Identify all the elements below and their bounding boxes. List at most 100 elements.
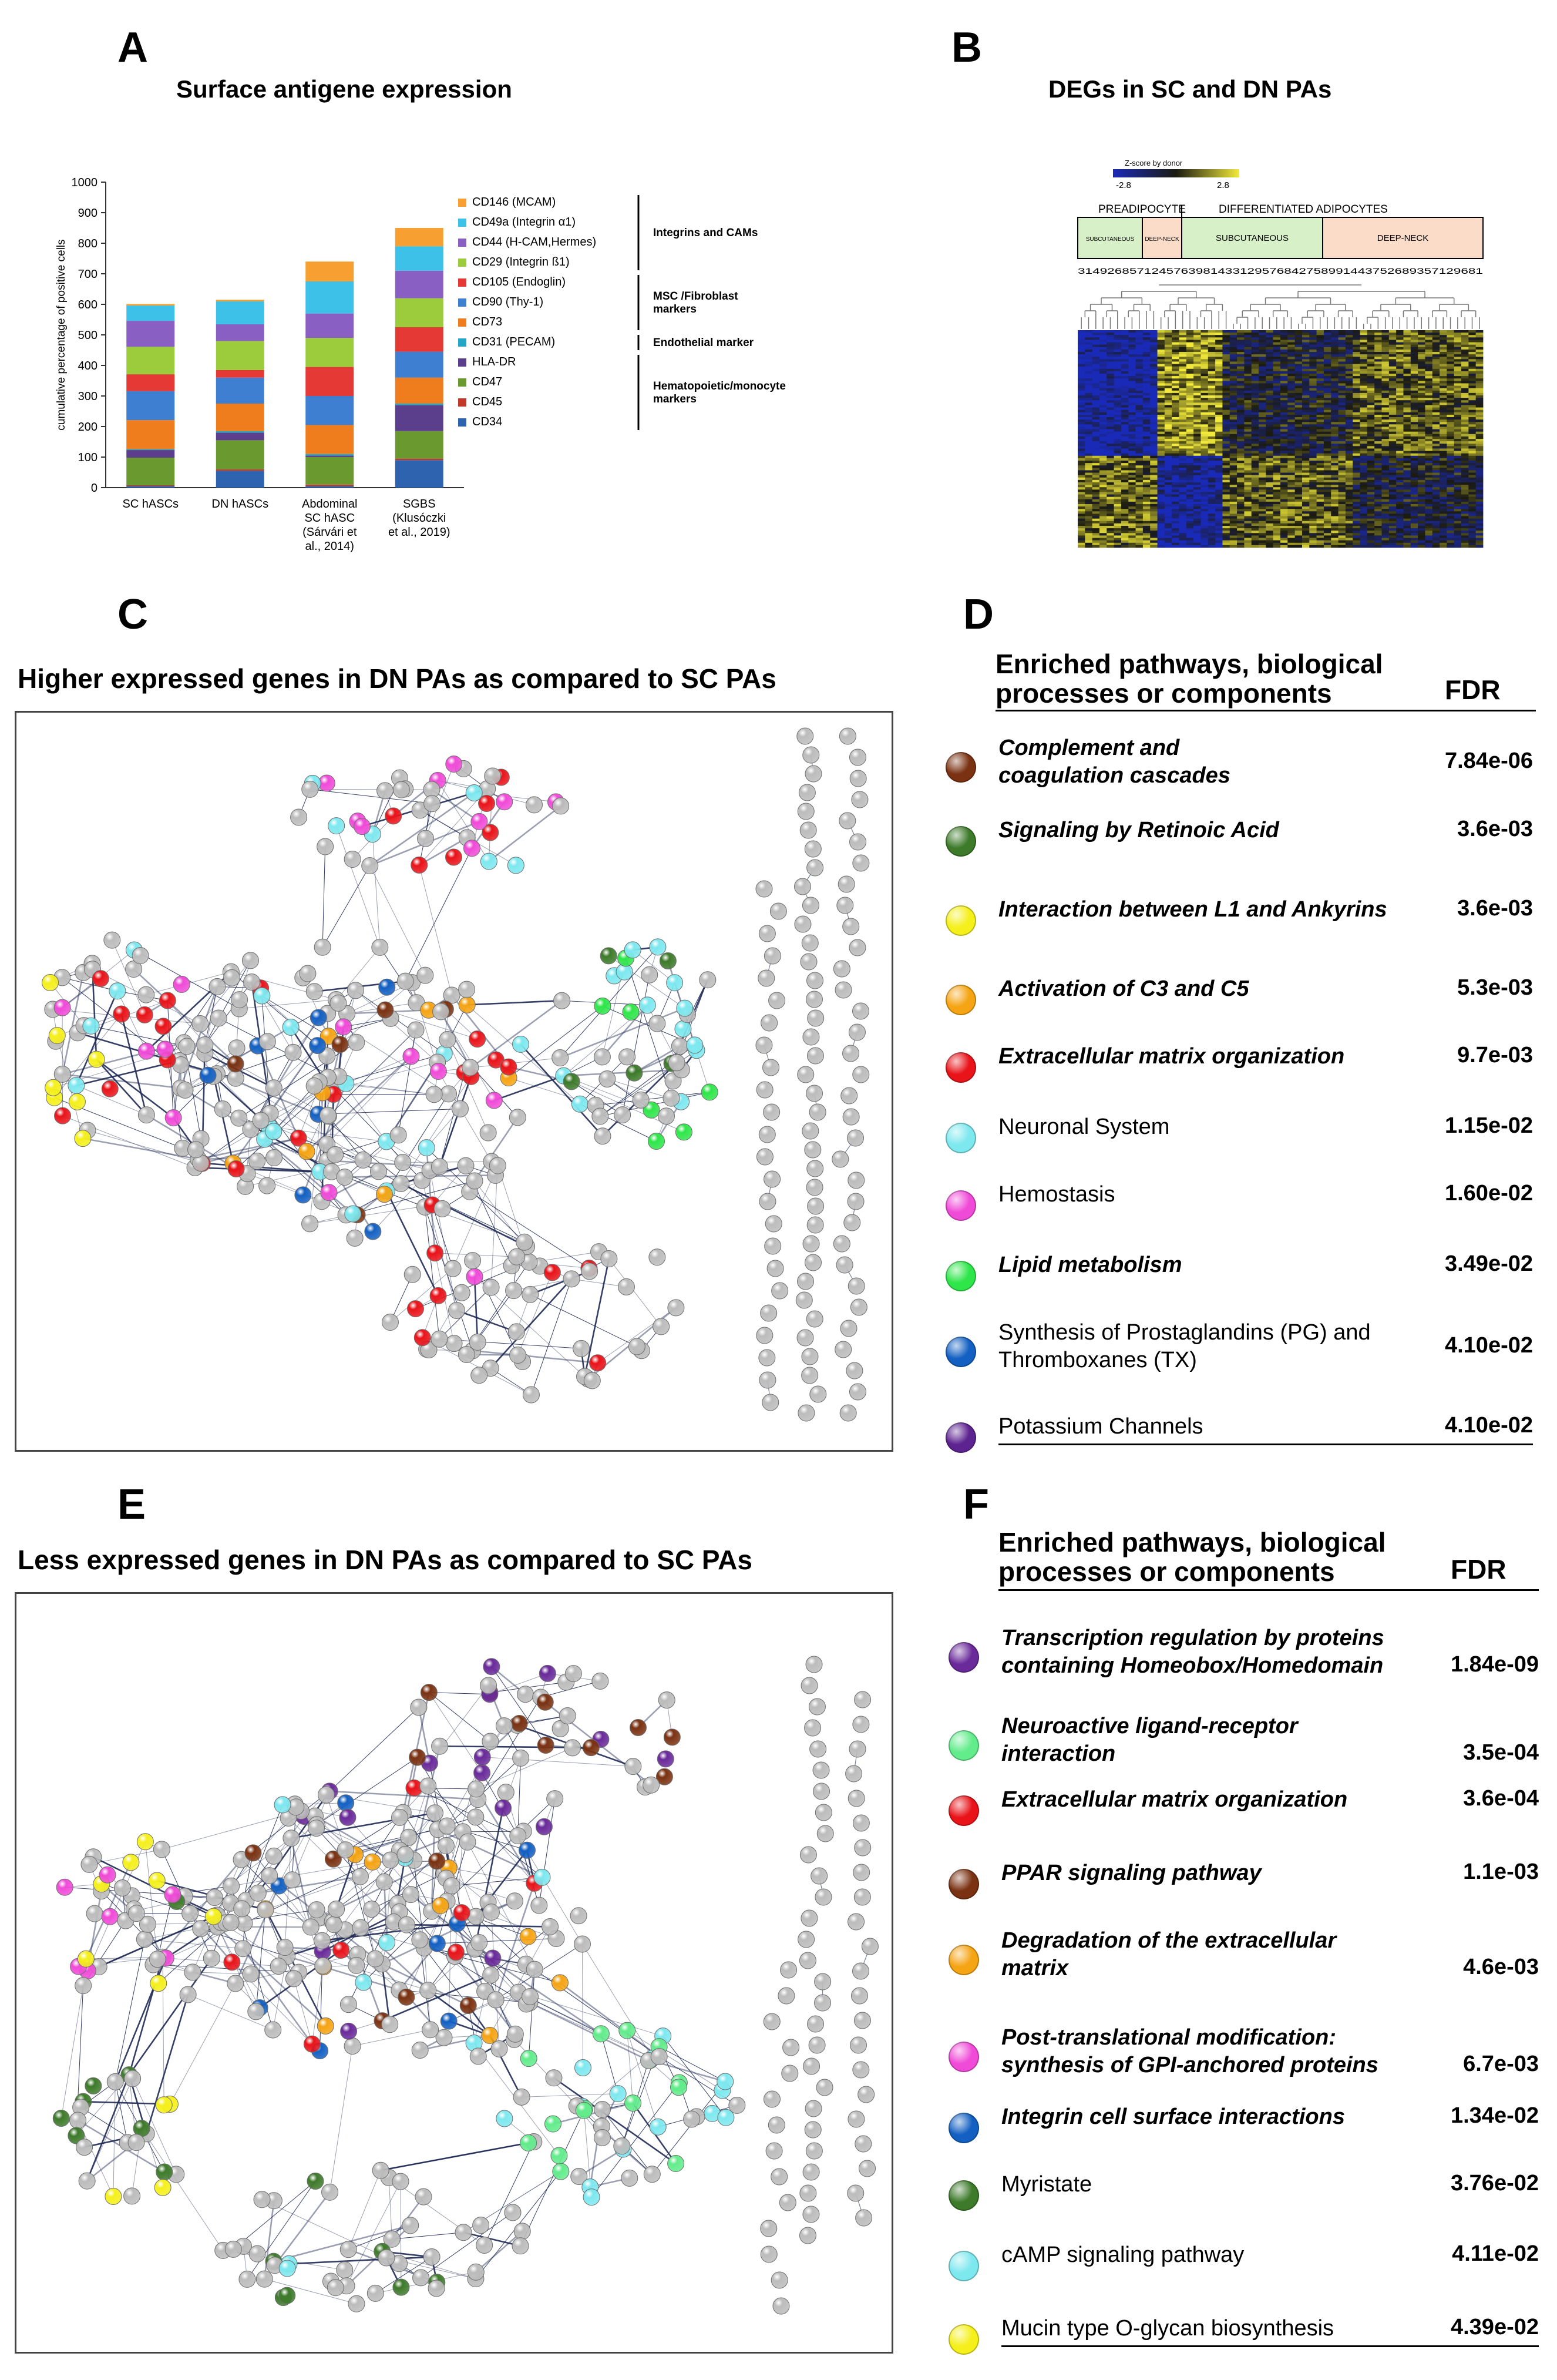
- gene-node: [683, 2110, 701, 2128]
- gene-node: [768, 2116, 785, 2134]
- gene-node: [113, 1879, 131, 1897]
- x-tick-label: al., 2014): [305, 540, 354, 553]
- gene-node: [378, 978, 396, 996]
- gene-node: [92, 970, 109, 988]
- gene-node: [444, 1260, 462, 1277]
- pathway-table-f: Enriched pathways, biological processes …: [928, 1528, 1545, 2368]
- gene-node: [628, 1338, 645, 1355]
- gene-node: [768, 992, 786, 1009]
- gene-node: [348, 2295, 365, 2312]
- gene-node: [852, 854, 870, 872]
- gene-node: [363, 1901, 381, 1918]
- bar-segment: [305, 486, 354, 488]
- gene-node: [440, 2012, 458, 2030]
- gene-node: [833, 1235, 850, 1253]
- pathway-fdr: 1.60e-02: [1444, 1181, 1533, 1206]
- gene-node: [303, 2035, 321, 2053]
- gene-node: [155, 2096, 173, 2114]
- colorbar-min: -2.8: [1116, 180, 1131, 190]
- gene-node: [451, 1100, 469, 1117]
- gene-node: [648, 1248, 666, 1266]
- gene-node: [258, 1177, 276, 1194]
- gene-node: [799, 2184, 817, 2202]
- gene-node: [85, 2077, 102, 2094]
- gene-node: [294, 1186, 312, 1204]
- gene-node: [238, 2270, 256, 2288]
- gene-node: [125, 961, 143, 978]
- gene-node: [270, 1958, 287, 1975]
- gene-node: [467, 1808, 485, 1826]
- gene-node: [419, 1777, 437, 1795]
- pathway-label: Transcription regulation by proteins cont…: [1001, 1624, 1384, 1680]
- bar-segment: [395, 405, 443, 431]
- gene-node: [852, 1066, 870, 1083]
- table-d-header-line-1: Enriched pathways, biological: [996, 649, 1383, 679]
- gene-node: [764, 1170, 781, 1188]
- gene-node: [411, 856, 428, 874]
- gene-node: [422, 2021, 439, 2039]
- pathway-label-line: Myristate: [1001, 2172, 1092, 2197]
- gene-node: [849, 748, 866, 766]
- gene-node: [563, 1270, 580, 1288]
- gene-node: [591, 1107, 609, 1125]
- gene-node: [381, 2016, 399, 2033]
- gene-node: [443, 986, 460, 1004]
- legend-label: CD31 (PECAM): [472, 335, 555, 348]
- gene-node: [809, 1385, 827, 1403]
- legend-swatch: [458, 378, 466, 387]
- gene-node: [497, 1784, 514, 1801]
- colorbar: [1113, 169, 1239, 177]
- gene-node: [804, 1254, 822, 1271]
- gene-node: [593, 1048, 611, 1066]
- gene-node: [53, 1065, 71, 1083]
- gene-node: [667, 2155, 685, 2173]
- gene-node: [816, 1825, 834, 1842]
- gene-node: [643, 1101, 660, 1119]
- gene-node: [431, 1330, 448, 1348]
- gene-node: [472, 2217, 490, 2234]
- gene-node: [383, 2230, 401, 2248]
- legend-label: CD29 (Integrin ß1): [472, 256, 570, 268]
- gene-node: [806, 1085, 823, 1102]
- gene-node: [320, 1184, 338, 1201]
- gene-node: [324, 1850, 342, 1868]
- legend-label: CD90 (Thy-1): [472, 296, 543, 308]
- dendrogram: [1081, 284, 1480, 329]
- bar-segment: [395, 431, 443, 459]
- gene-node: [763, 2090, 781, 2108]
- gene-node: [583, 2188, 600, 2206]
- gene-node: [340, 2022, 358, 2040]
- gene-node: [613, 2137, 631, 2155]
- gene-node: [258, 1033, 276, 1050]
- legend-swatch: [458, 298, 466, 307]
- gene-node: [265, 1123, 283, 1140]
- gene-node: [222, 1914, 240, 1931]
- gene-node: [842, 918, 860, 935]
- gene-node: [261, 1867, 278, 1885]
- gene-node: [813, 1783, 830, 1800]
- gene-node: [522, 1988, 539, 2005]
- gene-node: [136, 1006, 153, 1023]
- gene-node: [274, 1796, 291, 1814]
- gene-node: [570, 2167, 588, 2185]
- network-e: [52, 1656, 879, 2315]
- gene-node: [663, 1089, 680, 1107]
- gene-node: [299, 965, 317, 982]
- gene-node: [779, 2194, 796, 2211]
- gene-node: [512, 1035, 530, 1053]
- gene-node: [154, 2178, 171, 2196]
- gene-node: [443, 1877, 460, 1895]
- gene-node: [376, 1001, 394, 1019]
- gene-node: [666, 974, 684, 992]
- gene-node: [352, 1919, 369, 1936]
- gene-node: [513, 2088, 530, 2106]
- gene-node: [255, 2270, 273, 2288]
- gene-node: [400, 1828, 418, 1846]
- gene-node: [812, 1761, 830, 1779]
- gene-node: [717, 2073, 734, 2090]
- bar-segment: [305, 261, 354, 281]
- gene-node: [336, 2261, 354, 2279]
- gene-node: [241, 952, 259, 969]
- gene-node: [525, 796, 543, 814]
- gene-node: [758, 1126, 776, 1143]
